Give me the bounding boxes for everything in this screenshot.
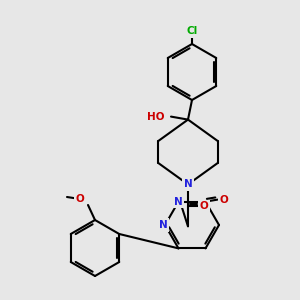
Text: O: O xyxy=(219,195,228,205)
Text: N: N xyxy=(159,220,167,230)
Text: Cl: Cl xyxy=(186,26,198,36)
Text: O: O xyxy=(76,194,84,204)
Text: N: N xyxy=(174,196,183,207)
Text: O: O xyxy=(200,201,208,212)
Text: N: N xyxy=(184,179,192,189)
Text: HO: HO xyxy=(146,112,164,122)
